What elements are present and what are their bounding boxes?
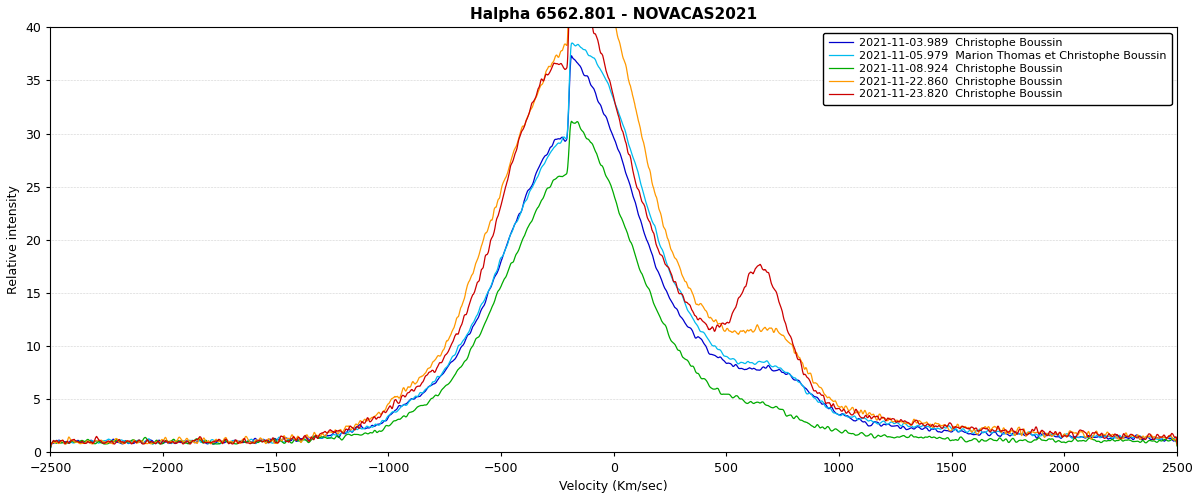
2021-11-22.860  Christophe Boussin <box>172 434 186 440</box>
2021-11-05.979  Marion Thomas et Christophe Boussin <box>1170 440 1184 446</box>
2021-11-08.924  Christophe Boussin <box>475 326 490 332</box>
Line: 2021-11-23.820  Christophe Boussin: 2021-11-23.820 Christophe Boussin <box>50 0 1177 448</box>
2021-11-08.924  Christophe Boussin <box>1148 438 1163 444</box>
2021-11-05.979  Marion Thomas et Christophe Boussin <box>43 445 58 451</box>
2021-11-08.924  Christophe Boussin <box>239 440 253 446</box>
2021-11-05.979  Marion Thomas et Christophe Boussin <box>172 438 186 444</box>
2021-11-23.820  Christophe Boussin <box>1148 435 1163 441</box>
2021-11-23.820  Christophe Boussin <box>239 438 253 444</box>
2021-11-23.820  Christophe Boussin <box>524 102 539 107</box>
2021-11-03.989  Christophe Boussin <box>475 305 490 311</box>
Y-axis label: Relative intensity: Relative intensity <box>7 186 20 294</box>
2021-11-05.979  Marion Thomas et Christophe Boussin <box>524 186 539 192</box>
Line: 2021-11-03.989  Christophe Boussin: 2021-11-03.989 Christophe Boussin <box>50 56 1177 448</box>
X-axis label: Velocity (Km/sec): Velocity (Km/sec) <box>559 480 668 493</box>
2021-11-03.989  Christophe Boussin <box>1170 442 1184 448</box>
2021-11-23.820  Christophe Boussin <box>1170 441 1184 447</box>
Line: 2021-11-08.924  Christophe Boussin: 2021-11-08.924 Christophe Boussin <box>50 122 1177 448</box>
2021-11-23.820  Christophe Boussin <box>1027 428 1042 434</box>
Line: 2021-11-22.860  Christophe Boussin: 2021-11-22.860 Christophe Boussin <box>50 0 1177 448</box>
2021-11-05.979  Marion Thomas et Christophe Boussin <box>475 300 490 306</box>
2021-11-08.924  Christophe Boussin <box>43 445 58 451</box>
2021-11-03.989  Christophe Boussin <box>239 439 253 445</box>
2021-11-05.979  Marion Thomas et Christophe Boussin <box>565 40 580 46</box>
2021-11-22.860  Christophe Boussin <box>1027 430 1042 436</box>
2021-11-03.989  Christophe Boussin <box>43 445 58 451</box>
Legend: 2021-11-03.989  Christophe Boussin, 2021-11-05.979  Marion Thomas et Christophe : 2021-11-03.989 Christophe Boussin, 2021-… <box>823 33 1171 105</box>
Line: 2021-11-05.979  Marion Thomas et Christophe Boussin: 2021-11-05.979 Marion Thomas et Christop… <box>50 43 1177 448</box>
2021-11-22.860  Christophe Boussin <box>43 444 58 450</box>
2021-11-03.989  Christophe Boussin <box>524 184 539 190</box>
2021-11-22.860  Christophe Boussin <box>524 106 539 112</box>
2021-11-05.979  Marion Thomas et Christophe Boussin <box>1027 432 1042 438</box>
2021-11-08.924  Christophe Boussin <box>524 219 539 225</box>
2021-11-08.924  Christophe Boussin <box>172 438 186 444</box>
2021-11-03.989  Christophe Boussin <box>172 438 186 444</box>
2021-11-22.860  Christophe Boussin <box>239 434 253 440</box>
2021-11-23.820  Christophe Boussin <box>475 266 490 272</box>
2021-11-23.820  Christophe Boussin <box>172 438 186 444</box>
2021-11-22.860  Christophe Boussin <box>1170 442 1184 448</box>
2021-11-22.860  Christophe Boussin <box>475 240 490 246</box>
2021-11-23.820  Christophe Boussin <box>43 444 58 450</box>
2021-11-03.989  Christophe Boussin <box>1027 432 1042 438</box>
2021-11-08.924  Christophe Boussin <box>1027 438 1042 444</box>
2021-11-05.979  Marion Thomas et Christophe Boussin <box>239 439 253 445</box>
Title: Halpha 6562.801 - NOVACAS2021: Halpha 6562.801 - NOVACAS2021 <box>470 7 757 22</box>
2021-11-22.860  Christophe Boussin <box>1148 434 1163 440</box>
2021-11-05.979  Marion Thomas et Christophe Boussin <box>1148 436 1163 442</box>
2021-11-03.989  Christophe Boussin <box>1148 436 1163 442</box>
2021-11-08.924  Christophe Boussin <box>564 118 578 124</box>
2021-11-08.924  Christophe Boussin <box>1170 443 1184 449</box>
2021-11-03.989  Christophe Boussin <box>564 52 578 59</box>
